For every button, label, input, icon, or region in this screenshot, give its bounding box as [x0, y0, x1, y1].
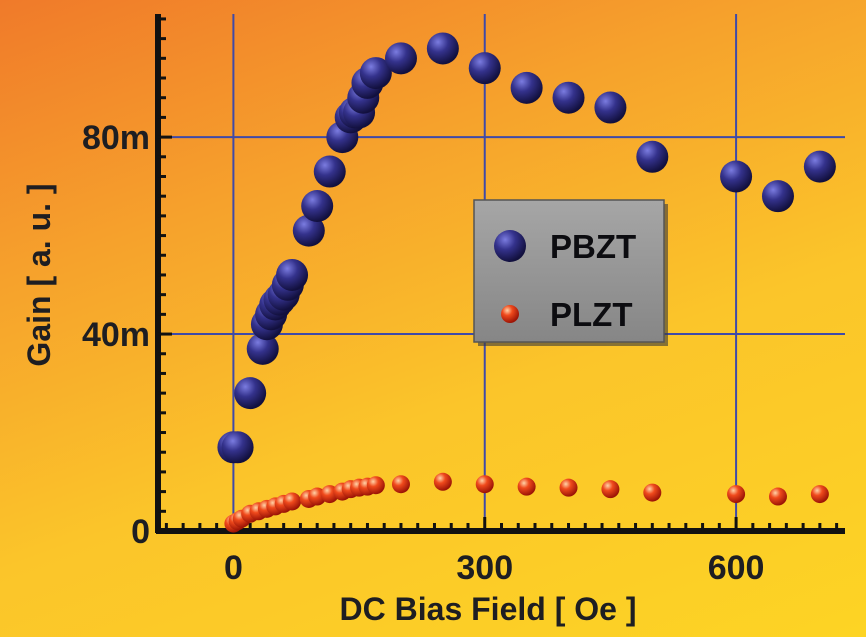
y-axis-title: Gain [ a. u. ] [21, 183, 57, 366]
pbzt-point [301, 190, 334, 223]
x-axis-title: DC Bias Field [ Oe ] [340, 591, 637, 627]
plzt-point [517, 477, 536, 496]
pbzt-point [384, 42, 417, 75]
y-tick-label: 80m [82, 119, 150, 157]
plzt-point [433, 472, 452, 491]
plzt-point [727, 485, 746, 504]
plzt-point [601, 480, 620, 499]
legend-label-pbzt: PBZT [550, 228, 636, 265]
pbzt-point [510, 71, 543, 104]
legend-marker-pbzt [494, 230, 526, 262]
pbzt-point [246, 332, 279, 365]
pbzt-point [292, 214, 325, 247]
legend-label-plzt: PLZT [550, 296, 632, 333]
legend-marker-plzt [501, 305, 519, 323]
data-points [217, 32, 836, 533]
plzt-point [475, 475, 494, 494]
plzt-point [366, 476, 385, 495]
y-tick-label: 40m [82, 316, 150, 354]
legend: PBZT PLZT [473, 199, 668, 346]
x-tick-label: 300 [456, 549, 513, 587]
pbzt-point [636, 140, 669, 173]
y-tick-label: 0 [131, 513, 150, 551]
pbzt-point [552, 81, 585, 114]
pbzt-point [234, 377, 267, 410]
plzt-point [643, 483, 662, 502]
pbzt-point [359, 57, 392, 90]
plzt-point [391, 475, 410, 494]
x-tick-label: 600 [708, 549, 765, 587]
pbzt-point [803, 150, 836, 183]
pbzt-point [313, 155, 346, 188]
plzt-point [559, 478, 578, 497]
plzt-point [810, 485, 829, 504]
pbzt-point [221, 431, 254, 464]
plzt-point [768, 487, 787, 506]
plzt-point [283, 492, 302, 511]
pbzt-point [594, 91, 627, 124]
tick-labels: 0 300 600 0 40m 80m [82, 119, 765, 587]
pbzt-point [720, 160, 753, 193]
pbzt-point [426, 32, 459, 65]
pbzt-point [761, 180, 794, 213]
x-tick-label: 0 [224, 549, 243, 587]
pbzt-point [276, 258, 309, 291]
pbzt-point [468, 52, 501, 85]
